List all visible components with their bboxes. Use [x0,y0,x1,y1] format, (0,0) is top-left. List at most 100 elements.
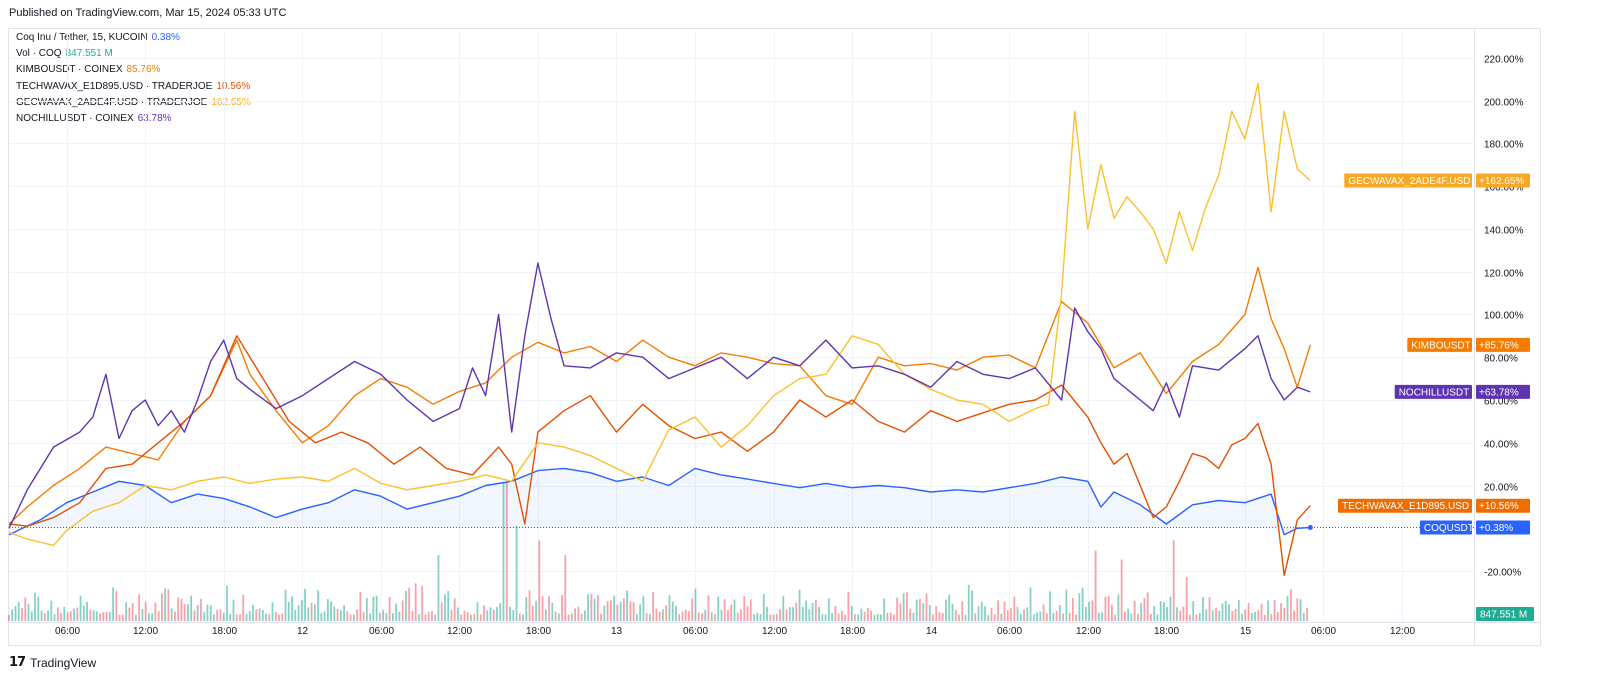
volume-bar [1218,610,1221,621]
legend-row-volume[interactable]: Vol · COQ 847.551 M [16,46,251,62]
volume-bar [1283,607,1286,621]
volume-bar [304,588,306,621]
volume-bar [274,612,277,621]
legend-row-techwavax[interactable]: TECHWAVAX_E1D895.USD · TRADERJOE 10.56% [16,79,251,95]
volume-bar [395,603,398,621]
volume-bar [665,605,668,621]
legend-row-kimbo[interactable]: KIMBOUSDT · COINEX 85.76% [16,62,251,78]
volume-bar [577,606,580,621]
legend-row-coq[interactable]: Coq Inu / Tether, 15, KUCOIN 0.38% [16,30,251,46]
volume-bar [701,613,703,621]
volume-bar [896,597,899,621]
series-name-badge [1419,520,1472,535]
volume-bar [1081,587,1084,621]
volume-bar [590,594,593,621]
series-line-nochillusdt[interactable] [8,262,1311,529]
volume-bar [574,608,576,621]
volume-bar [1156,614,1159,621]
y-tick-label: 220.00% [1484,55,1524,66]
volume-bar [56,607,59,621]
y-tick-label: 120.00% [1484,269,1524,280]
volume-bar [193,610,196,621]
volume-bar [421,585,424,621]
volume-bar [531,605,534,621]
tradingview-logo-icon[interactable]: 17 [9,655,26,670]
volume-bar [1000,613,1003,621]
volume-bar [1250,613,1253,621]
volume-bar [837,613,840,621]
series-value-badge [1476,337,1530,352]
volume-bar [21,607,23,621]
volume-bar [1091,600,1094,621]
volume-bar [840,610,843,621]
tradingview-brand[interactable]: TradingView [30,655,97,670]
volume-bar [919,598,921,621]
volume-bar [479,614,482,621]
volume-bar [92,610,95,621]
legend-value: 10.56% [216,80,251,92]
volume-bar [177,597,180,621]
volume-bar [1179,610,1182,621]
x-tick-label: 13 [611,626,623,637]
volume-bar [967,584,970,621]
volume-bar [385,612,388,621]
series-line-coqusdt[interactable] [8,467,1311,536]
volume-bar [1224,600,1227,621]
volume-bar [1254,611,1256,621]
volume-bar [798,589,801,621]
volume-bar [971,590,973,621]
volume-bar [1026,607,1029,621]
volume-bar [108,611,111,621]
series-name-label: NOCHILLUSDT [1399,387,1470,398]
volume-bar [1205,609,1208,621]
volume-bar [1241,613,1243,621]
volume-bar [912,612,915,621]
x-tick-label: 12:00 [133,626,158,637]
volume-bar [427,612,430,621]
volume-bar [922,603,925,621]
series-line-techwavax_e1d895.usd[interactable] [8,335,1311,577]
volume-bar [795,602,798,621]
volume-bar [502,481,505,621]
volume-bar [300,600,303,621]
legend-row-gecwavax[interactable]: GECWAVAX_2ADE4F.USD · TRADERJOE 162.65% [16,95,251,111]
volume-bar [736,612,739,621]
series-name-label: TECHWAVAX_E1D895.USD [1342,501,1469,512]
series-line-kimbousdt[interactable] [8,266,1311,525]
volume-bar [561,595,563,621]
volume-bar [1003,601,1006,621]
volume-bar [1032,614,1035,621]
legend-row-nochill[interactable]: NOCHILLUSDT · COINEX 63.78% [16,111,251,127]
volume-bar [567,614,570,621]
volume-bar [79,595,82,621]
volume-bar [1130,613,1133,621]
volume-bar [616,604,619,621]
volume-bar [112,587,115,621]
volume-bar [753,614,755,621]
volume-bar [554,611,557,621]
volume-bar [762,594,765,621]
volume-bar [369,613,372,621]
series-name-badge [1338,498,1472,513]
volume-bar [727,609,729,621]
y-tick-label: 140.00% [1484,226,1524,237]
volume-bar [1263,614,1266,621]
volume-bar [1289,589,1292,621]
y-tick-label: -20.00% [1484,568,1521,579]
volume-bar [831,613,834,621]
volume-bar [1276,612,1279,621]
series-line-gecwavax_2ade4f.usd[interactable] [8,82,1311,547]
volume-bar [902,593,905,621]
volume-bar [187,604,189,621]
series-value-label: +63.78% [1479,387,1519,398]
chart-frame [8,28,1541,646]
volume-bar [183,604,186,621]
volume-bar [626,590,629,621]
volume-bar [431,611,433,621]
volume-bar [1185,577,1188,621]
volume-bar [408,587,411,621]
volume-bar [746,606,749,621]
volume-bar [1101,612,1104,621]
volume-bar [66,611,69,621]
